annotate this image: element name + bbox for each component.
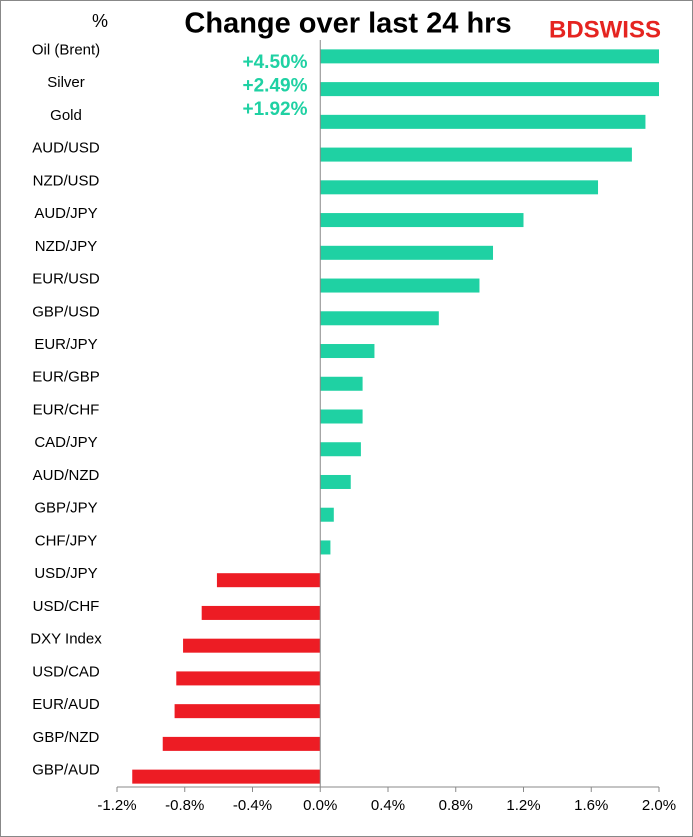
value-label: +2.49% [243, 76, 308, 97]
bar [174, 704, 321, 719]
y-tick-label: USD/CHF [33, 598, 100, 615]
bar [320, 442, 361, 457]
y-tick-label: GBP/JPY [34, 500, 97, 517]
x-tick-label: 0.8% [439, 797, 473, 814]
y-tick-label: AUD/USD [32, 140, 100, 157]
bar [320, 409, 363, 424]
y-tick-label: DXY Index [30, 631, 102, 648]
y-tick-label: USD/CAD [32, 663, 100, 680]
y-tick-label: Silver [47, 74, 85, 91]
y-tick-label: USD/JPY [34, 565, 97, 582]
y-tick-label: EUR/GBP [32, 369, 100, 386]
y-tick-label: AUD/NZD [33, 467, 100, 484]
bar [320, 245, 494, 260]
x-tick-label: 1.6% [574, 797, 608, 814]
y-tick-label: Oil (Brent) [32, 41, 100, 58]
bar [183, 638, 321, 653]
x-tick-label: -1.2% [97, 797, 136, 814]
x-tick-label: 0.4% [371, 797, 405, 814]
y-tick-label: EUR/AUD [32, 696, 100, 713]
bar [320, 507, 334, 522]
x-tick-label: 2.0% [642, 797, 676, 814]
bar [320, 376, 363, 391]
x-tick-label: -0.4% [233, 797, 272, 814]
bar [320, 213, 524, 228]
value-label: +4.50% [243, 52, 308, 73]
bar [320, 82, 659, 97]
bar [320, 344, 375, 359]
y-tick-label: NZD/USD [33, 172, 100, 189]
chart-title: Change over last 24 hrs [184, 8, 511, 40]
bar [320, 49, 659, 64]
x-tick-label: 0.0% [303, 797, 337, 814]
y-tick-label: NZD/JPY [35, 238, 98, 255]
x-tick-label: -0.8% [165, 797, 204, 814]
bar [320, 474, 351, 489]
bar [320, 311, 439, 326]
y-tick-label: CAD/JPY [34, 434, 97, 451]
bar [162, 736, 321, 751]
y-tick-label: CHF/JPY [35, 532, 98, 549]
bar [320, 540, 331, 555]
y-tick-label: Gold [50, 107, 82, 124]
bar [320, 180, 599, 195]
bar [132, 769, 321, 784]
x-tick-label: 1.2% [506, 797, 540, 814]
unit-label: % [92, 11, 108, 31]
y-tick-label: EUR/USD [32, 271, 100, 288]
value-label: +1.92% [243, 99, 308, 120]
bar [216, 573, 321, 588]
bars [132, 49, 659, 784]
bar [320, 278, 480, 293]
bar [320, 114, 646, 129]
y-tick-label: GBP/NZD [33, 729, 100, 746]
brand-logo: BDSWISS [549, 16, 661, 43]
y-tick-label: GBP/USD [32, 303, 100, 320]
y-tick-label: EUR/JPY [34, 336, 97, 353]
bar [201, 605, 321, 620]
y-tick-label: EUR/CHF [33, 401, 100, 418]
bar [176, 671, 321, 686]
y-tick-label: GBP/AUD [32, 762, 100, 779]
y-tick-label: AUD/JPY [34, 205, 97, 222]
bar [320, 147, 632, 162]
